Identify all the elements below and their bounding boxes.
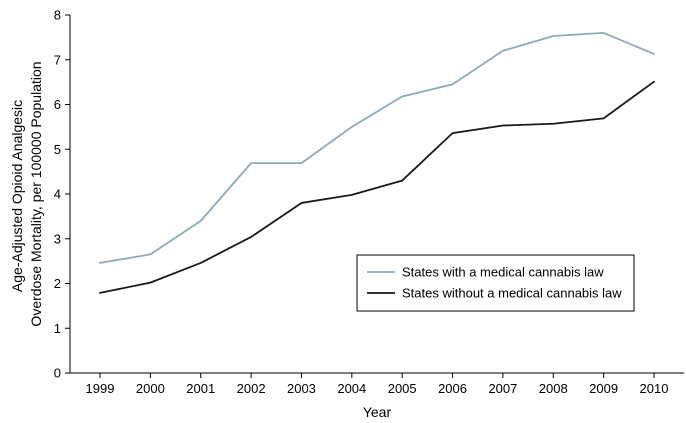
- y-tick-label: 8: [54, 8, 61, 23]
- y-tick-label: 4: [54, 187, 61, 202]
- y-axis: 0 1 2 3 4 5 6 7 8: [54, 8, 71, 381]
- x-tick-label: 2003: [287, 381, 316, 396]
- x-ticks: 1999 2000 2001 2002 2003 2004 2005 2006 2007 2008…: [86, 373, 669, 396]
- x-tick-label: 2010: [640, 381, 669, 396]
- y-tick-label: 0: [54, 366, 61, 381]
- legend-label-with-law: States with a medical cannabis law: [402, 265, 604, 280]
- x-tick-label: 2000: [136, 381, 165, 396]
- y-axis-title-line-1: Age-Adjusted Opioid Analgesic: [9, 100, 25, 292]
- x-tick-label: 2001: [186, 381, 215, 396]
- series-layer: [99, 32, 655, 294]
- x-axis-title: Year: [363, 404, 392, 420]
- y-tick-label: 5: [54, 142, 61, 157]
- x-tick-label: 2007: [488, 381, 517, 396]
- legend-box: [356, 254, 635, 312]
- series-line-without-law: [99, 80, 655, 294]
- y-tick-label: 1: [54, 321, 61, 336]
- x-tick-label: 1999: [86, 381, 115, 396]
- x-tick-label: 2004: [337, 381, 366, 396]
- x-axis: 1999 2000 2001 2002 2003 2004 2005 2006 2007 2008…: [70, 372, 684, 396]
- y-ticks: 0 1 2 3 4 5 6 7 8: [54, 8, 70, 381]
- legend: States with a medical cannabis law State…: [356, 254, 635, 312]
- x-tick-label: 2006: [438, 381, 467, 396]
- y-tick-label: 7: [54, 52, 61, 67]
- y-axis-title: Age-Adjusted Opioid Analgesic Overdose M…: [9, 61, 44, 326]
- y-tick-label: 3: [54, 231, 61, 246]
- series-line-with-law: [99, 32, 655, 264]
- x-tick-label: 2008: [539, 381, 568, 396]
- y-tick-label: 2: [54, 276, 61, 291]
- x-tick-label: 2009: [589, 381, 618, 396]
- y-tick-label: 6: [54, 97, 61, 112]
- y-axis-title-line-2: Overdose Mortality, per 100000 Populatio…: [28, 61, 44, 326]
- x-tick-label: 2002: [237, 381, 266, 396]
- legend-label-without-law: States without a medical cannabis law: [402, 286, 622, 301]
- x-tick-label: 2005: [388, 381, 417, 396]
